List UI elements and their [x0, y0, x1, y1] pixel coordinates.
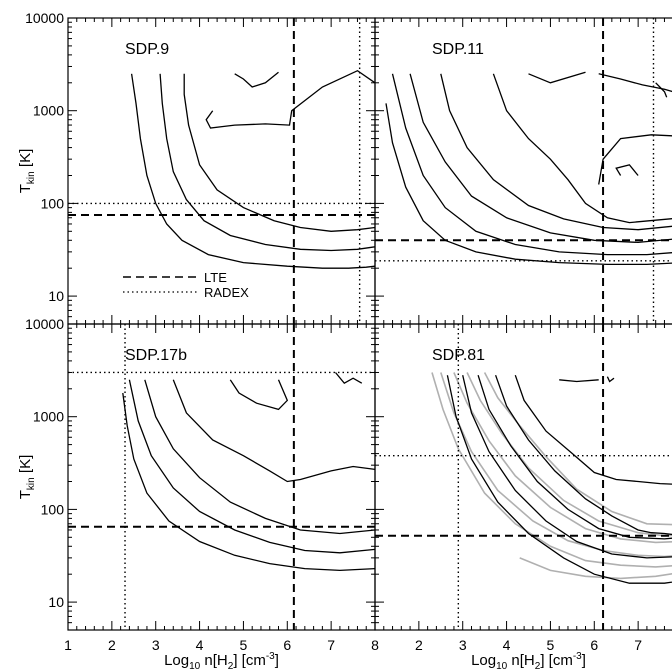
axis-labels: SDP.9 SDP.11 SDP.17b SDP.81 10 100 1000 10000 10…	[17, 10, 642, 670]
contour-line	[409, 73, 672, 244]
panel-title: SDP.17b	[125, 347, 187, 364]
x-tick-label: 2	[108, 637, 116, 653]
x-tick-label: 8	[371, 637, 379, 653]
panel-title: SDP.81	[432, 347, 485, 364]
panel-title: SDP.9	[125, 41, 169, 58]
contour-line	[229, 379, 289, 411]
legend-lte-label: LTE	[204, 270, 227, 285]
contour-line	[391, 73, 672, 256]
panel-frames	[67, 17, 672, 631]
contour-line	[205, 69, 375, 129]
x-tick-label: 6	[283, 637, 291, 653]
panels	[68, 18, 672, 630]
y-tick-label: 100	[41, 501, 65, 517]
y-tick-label: 1000	[33, 409, 64, 425]
gray-contour	[466, 372, 672, 537]
gray-contour	[519, 557, 672, 580]
y-tick-label: 1000	[33, 103, 64, 119]
x-tick-label: 5	[547, 637, 555, 653]
contour-line	[528, 71, 586, 84]
y-tick-label: 10000	[25, 10, 64, 26]
contour-line	[494, 374, 672, 536]
x-tick-label: 1	[64, 637, 72, 653]
y-tick-label: 10	[48, 594, 64, 610]
contour-line	[128, 379, 375, 554]
x-tick-label: 6	[590, 637, 598, 653]
x-tick-label: 3	[152, 637, 160, 653]
contour-line	[334, 372, 363, 385]
panel-frame	[374, 17, 672, 325]
x-axis-label: Log10 n[H2] [cm-3]	[164, 651, 279, 670]
x-tick-label: 2	[415, 637, 423, 653]
legend-radex-label: RADEX	[204, 285, 249, 300]
contour-line	[462, 375, 672, 559]
contour-line	[559, 379, 599, 383]
y-tick-label: 100	[41, 195, 65, 211]
contour-line	[598, 134, 672, 185]
panel-title: SDP.11	[432, 41, 484, 58]
contour-line	[183, 73, 375, 232]
contour-line	[598, 73, 672, 93]
contour-line	[492, 73, 672, 224]
x-tick-label: 4	[196, 637, 204, 653]
x-tick-label: 3	[459, 637, 467, 653]
panel-sdp-9	[68, 18, 375, 324]
contour-line	[144, 379, 375, 535]
contour-line	[234, 71, 279, 88]
contour-line	[172, 379, 375, 483]
contour-line	[385, 103, 672, 266]
panel-sdp-17b	[68, 324, 375, 630]
x-tick-label: 5	[240, 637, 248, 653]
x-tick-label: 7	[634, 637, 642, 653]
gray-contour	[483, 372, 672, 526]
y-axis-label: Tkin [K]	[17, 455, 37, 499]
axis-ticks	[67, 17, 665, 631]
contour-line	[606, 376, 615, 383]
panel-frame	[67, 323, 376, 631]
contour-line	[159, 73, 375, 252]
contour-line	[130, 73, 375, 269]
y-axis-label: Tkin [K]	[17, 149, 37, 193]
x-tick-label: 7	[327, 637, 335, 653]
panel-sdp-81	[375, 324, 672, 630]
panel-sdp-11	[375, 18, 672, 324]
contour-line	[514, 374, 672, 485]
x-axis-label: Log10 n[H2] [cm-3]	[471, 651, 586, 670]
y-tick-label: 10	[48, 288, 64, 304]
gray-contour	[453, 372, 672, 544]
gray-contour	[440, 372, 672, 558]
contour-line	[615, 164, 639, 176]
contour-line	[440, 73, 672, 231]
x-tick-label: 4	[503, 637, 511, 653]
contour-line	[477, 375, 672, 540]
panel-frame	[374, 323, 672, 631]
y-tick-label: 10000	[25, 316, 64, 332]
contour-line	[655, 82, 668, 98]
contour-line	[122, 392, 375, 572]
contour-line	[446, 375, 672, 584]
